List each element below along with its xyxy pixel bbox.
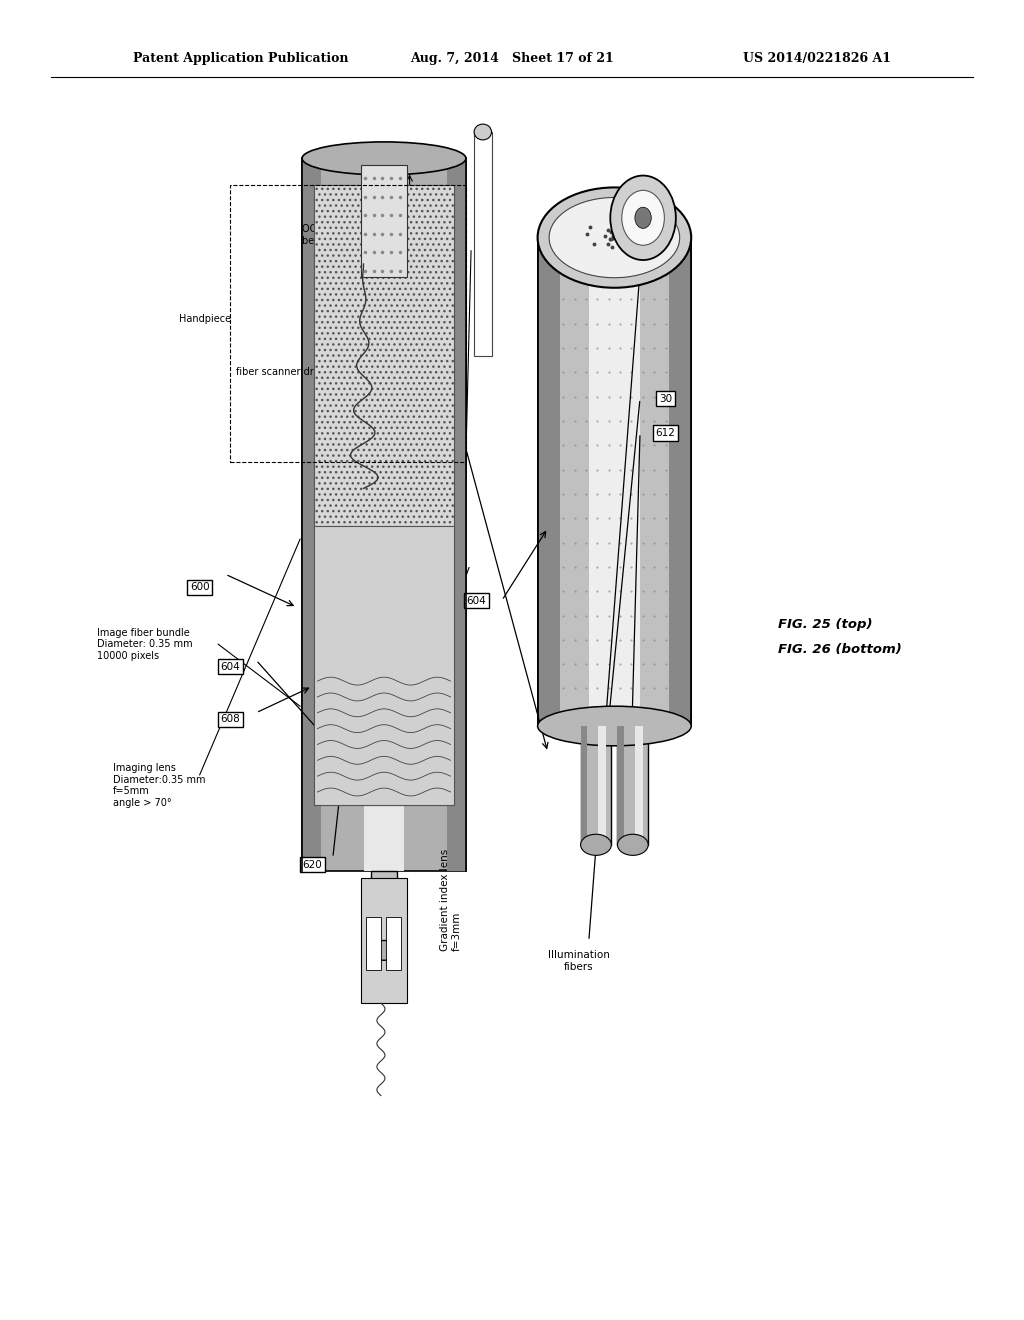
- Text: fiber scanner driver: fiber scanner driver: [236, 367, 332, 378]
- Text: OCT sampling
beam fiber, OD: 60μm: OCT sampling beam fiber, OD: 60μm: [302, 224, 412, 246]
- Text: Illumination
fibers: Illumination fibers: [548, 950, 609, 972]
- Bar: [538, 238, 691, 726]
- Text: 27 to 25 gauge stainless
steel tube
OD: 0.4 mm
ID: 0.254 mm: 27 to 25 gauge stainless steel tube OD: …: [374, 444, 419, 565]
- Text: FIG. 26 (bottom): FIG. 26 (bottom): [778, 643, 902, 656]
- Text: Image fiber bundle
Diameter: 0.35 mm
10000 pixels: Image fiber bundle Diameter: 0.35 mm 100…: [97, 627, 193, 661]
- Text: 612: 612: [655, 428, 676, 438]
- Text: Aug. 7, 2014   Sheet 17 of 21: Aug. 7, 2014 Sheet 17 of 21: [411, 51, 613, 65]
- Bar: [366, 917, 381, 970]
- Text: FIG. 25 (top): FIG. 25 (top): [778, 618, 872, 631]
- Bar: [361, 878, 407, 1003]
- Text: 616: 616: [430, 444, 451, 454]
- Bar: [302, 158, 466, 871]
- Ellipse shape: [538, 187, 691, 288]
- Bar: [386, 917, 401, 970]
- Ellipse shape: [617, 834, 648, 855]
- Bar: [371, 871, 397, 950]
- Text: 606: 606: [430, 276, 451, 286]
- Bar: [302, 158, 321, 871]
- Bar: [364, 158, 404, 871]
- Circle shape: [622, 190, 665, 246]
- Ellipse shape: [549, 198, 680, 277]
- Bar: [617, 726, 648, 845]
- Bar: [230, 185, 466, 462]
- Bar: [598, 726, 606, 845]
- Text: Imaging lens
Diameter:0.35 mm
f=5mm
angle > 70°: Imaging lens Diameter:0.35 mm f=5mm angl…: [113, 763, 205, 808]
- Bar: [617, 726, 624, 845]
- Ellipse shape: [581, 834, 611, 855]
- Bar: [538, 238, 560, 726]
- Bar: [669, 238, 691, 726]
- Text: 604: 604: [466, 595, 486, 606]
- Bar: [589, 238, 640, 726]
- Text: 20 gauge extra thin-
wall stainless steel
tube: 20 gauge extra thin- wall stainless stee…: [399, 705, 432, 805]
- Bar: [581, 726, 611, 845]
- Ellipse shape: [474, 124, 492, 140]
- Text: 608: 608: [220, 714, 241, 725]
- Text: 620: 620: [302, 859, 323, 870]
- Ellipse shape: [371, 940, 397, 961]
- Bar: [314, 525, 454, 805]
- Ellipse shape: [302, 143, 466, 176]
- Text: Gradient index lens
f=3mm: Gradient index lens f=3mm: [440, 849, 462, 952]
- Ellipse shape: [538, 706, 691, 746]
- Bar: [314, 185, 454, 525]
- Circle shape: [635, 207, 651, 228]
- Bar: [635, 726, 643, 845]
- Text: Handpiece: Handpiece: [179, 314, 231, 325]
- Text: 604: 604: [220, 661, 241, 672]
- Text: 30: 30: [659, 393, 672, 404]
- Text: 600: 600: [189, 582, 210, 593]
- Bar: [447, 158, 466, 871]
- Circle shape: [610, 176, 676, 260]
- Bar: [474, 132, 492, 356]
- Bar: [361, 165, 407, 277]
- Bar: [314, 185, 454, 805]
- Text: Patent Application Publication: Patent Application Publication: [133, 51, 348, 65]
- Bar: [581, 726, 587, 845]
- Text: US 2014/0221826 A1: US 2014/0221826 A1: [742, 51, 891, 65]
